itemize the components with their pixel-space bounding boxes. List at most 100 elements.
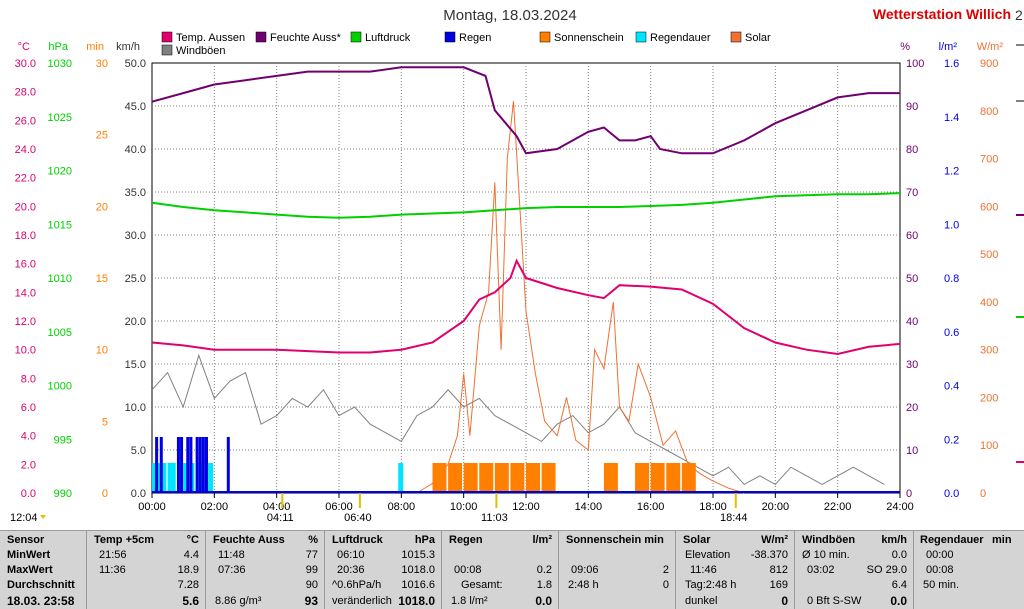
wm2-tick-1: 800: [980, 106, 998, 118]
col-pressure: Luftdruck hPa 06:10 1015.3 20:36 1018.0 ^0.…: [325, 531, 442, 609]
hum-max: 99: [305, 564, 318, 576]
solar-max-time: 11:46: [690, 564, 717, 576]
wm2-tick-9: 0: [980, 488, 986, 500]
wind-beaufort: 0 Bft S-SW: [807, 595, 862, 607]
hum-max-time: 07:36: [218, 564, 246, 576]
min-tick-0: 30: [96, 58, 108, 70]
solar-elevation-label: Elevation: [685, 549, 731, 561]
time-tick-3: 06:00: [325, 501, 353, 513]
legend-swatch-2: [350, 31, 362, 43]
min-tick-6: 0: [102, 488, 108, 500]
sonnenschein-bar-5: [510, 463, 525, 493]
time-tick-11: 22:00: [824, 501, 852, 513]
summary-table: Sensor MinWert MaxWert Durchschnitt 18.0…: [0, 530, 1024, 609]
regendauer-bar-0: [152, 463, 157, 493]
unit-wm2: W/m²: [977, 41, 1004, 53]
rdur-min: 00:00: [926, 549, 954, 561]
last-timestamp: 18.03. 23:58: [7, 594, 75, 608]
temp-tick-5: 20.0: [15, 201, 36, 213]
data-series: [151, 66, 901, 494]
regendauer-bar-6: [183, 463, 189, 493]
sonnenschein-bar-1: [448, 463, 463, 493]
solar-day-label: Tag:2:48 h: [685, 579, 737, 591]
pressure-tick-6: 1000: [48, 381, 72, 393]
temp-tick-4: 22.0: [15, 173, 36, 185]
solar-title: Solar: [683, 534, 711, 546]
regendauer-bar-9: [208, 463, 214, 493]
pct-tick-7: 30: [906, 359, 918, 371]
rdur-unit: min: [992, 534, 1012, 546]
legend-swatch-7: [161, 44, 173, 56]
pct-tick-6: 40: [906, 316, 918, 328]
rain-max-time: 00:08: [454, 564, 482, 576]
pressure-tick-4: 1010: [48, 273, 72, 285]
time-tick-4: 08:00: [388, 501, 416, 513]
press-max: 1018.0: [401, 564, 435, 576]
luftdruck-line: [151, 192, 901, 219]
rdur-max: 00:08: [926, 564, 954, 576]
marker-label-0: 12:04: [10, 512, 38, 524]
rain-total: 1.8: [536, 579, 552, 591]
pct-tick-5: 50: [906, 273, 918, 285]
regendauer-bar-10: [398, 463, 404, 493]
wind-max: SO 29.0: [866, 564, 907, 576]
sonnenschein-bar-6: [526, 463, 540, 493]
kmh-tick-10: 0.0: [131, 488, 146, 500]
regen-bar-3: [180, 437, 184, 493]
unit-hpa: hPa: [48, 41, 68, 53]
time-markers: 12:04 04:11 06:40 11:03 18:44: [10, 493, 748, 524]
rain-sum: 1.8 l/m²: [451, 595, 488, 607]
lm2-tick-5: 0.6: [944, 327, 959, 339]
kmh-tick-9: 5.0: [131, 445, 146, 457]
hum-last: 93: [304, 594, 318, 608]
wm2-tick-0: 900: [980, 58, 998, 70]
marker-arrow-0: [40, 515, 46, 519]
sensor-header: Sensor: [7, 534, 45, 546]
sonnenschein-bar-9: [603, 463, 618, 493]
min-tick-5: 5: [102, 416, 108, 428]
wm2-tick-8: 100: [980, 440, 998, 452]
marker-label-3: 11:03: [481, 512, 508, 524]
sonnenschein-bar-13: [666, 463, 681, 493]
marker-label-4: 18:44: [720, 512, 748, 524]
wm2-tick-6: 300: [980, 345, 998, 357]
pct-tick-1: 90: [906, 101, 918, 113]
solar-avg: 169: [769, 579, 788, 591]
sonnenschein-bar-11: [635, 463, 650, 493]
hum-min: 77: [305, 549, 318, 561]
wm2-tick-2: 700: [980, 154, 998, 166]
min-tick-3: 15: [96, 273, 108, 285]
col-sunshine: Sonnenschein min 09:06 2 2:48 h 0: [559, 531, 676, 609]
legend-label-4: Sonnenschein: [554, 32, 624, 44]
temp-max: 18.9: [177, 564, 199, 576]
solar-unit: W/m²: [761, 534, 788, 546]
solar-max: 812: [769, 564, 788, 576]
legend-swatch-5: [635, 31, 647, 43]
temp-min-time: 21:56: [99, 549, 127, 561]
col-rain-duration: Regendauer min 00:00 00:08 50 min.: [914, 531, 1024, 609]
kmh-tick-2: 40.0: [125, 144, 146, 156]
rdur-title: Regendauer: [920, 534, 984, 546]
kmh-tick-1: 45.0: [125, 101, 146, 113]
pct-tick-4: 60: [906, 230, 918, 242]
regen-bar-2: [176, 437, 180, 493]
sun-duration: 2:48 h: [568, 579, 599, 591]
lm2-tick-7: 0.2: [944, 434, 959, 446]
row-avg-label: Durchschnitt: [7, 579, 75, 591]
kmh-tick-5: 25.0: [125, 273, 146, 285]
temp-tick-2: 26.0: [15, 115, 36, 127]
time-tick-1: 02:00: [201, 501, 229, 513]
regendauer-bar-3: [161, 463, 167, 493]
solar-elevation: -38.370: [750, 549, 788, 561]
lm2-tick-2: 1.2: [944, 166, 959, 178]
temp-tick-8: 14.0: [15, 287, 36, 299]
regen-bar-0: [155, 437, 159, 493]
temp-tick-9: 12.0: [15, 316, 36, 328]
kmh-tick-0: 50.0: [125, 58, 146, 70]
col-humidity: Feuchte Auss% 11:48 77 07:36 99 90 8.86 g/…: [206, 531, 325, 609]
sun-title: Sonnenschein min: [566, 534, 664, 546]
regen-bar-6: [195, 437, 199, 493]
regen-bar-4: [186, 437, 190, 493]
wm2-tick-3: 600: [980, 201, 998, 213]
regen-bar-8: [201, 437, 205, 493]
